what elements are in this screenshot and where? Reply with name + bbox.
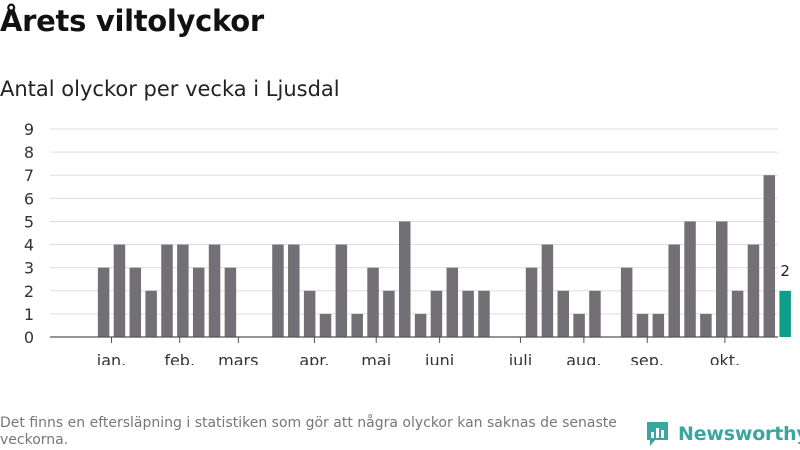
- bar: [399, 221, 411, 337]
- x-tick-label: apr.: [299, 351, 329, 365]
- bar: [731, 290, 744, 337]
- bar: [668, 244, 680, 337]
- bar-chart-logo-icon: [647, 422, 668, 446]
- bar: [557, 290, 569, 337]
- y-tick-label: 9: [24, 120, 34, 139]
- bar: [367, 267, 379, 337]
- bar: [192, 267, 205, 337]
- bar: [303, 290, 316, 337]
- bar: [288, 244, 300, 337]
- y-tick-label: 4: [24, 236, 34, 255]
- chart-title: Årets viltolyckor: [0, 4, 264, 38]
- y-tick-label: 8: [24, 143, 34, 162]
- x-tick-label: mars: [218, 351, 258, 365]
- y-tick-label: 3: [24, 259, 34, 278]
- x-axis: jan. feb. mars apr. maj juni juli aug. sep. okt.: [50, 336, 778, 365]
- bar: [747, 244, 760, 337]
- bar: [446, 267, 459, 337]
- bar: [208, 244, 221, 337]
- bar: [636, 313, 649, 337]
- footnote: Det finns en eftersläpning i statistiken…: [0, 415, 617, 448]
- x-tick-label: juni: [424, 351, 454, 365]
- bars: [97, 175, 791, 337]
- bar-highlight: [779, 290, 791, 337]
- bar: [335, 244, 348, 337]
- bar: [716, 221, 728, 337]
- data-label: 2: [780, 262, 790, 280]
- bar: [589, 290, 601, 337]
- x-tick-label: juli: [508, 351, 532, 365]
- y-axis: 0 1 2 3 4 5 6 7 8 9: [24, 120, 34, 347]
- bar: [462, 290, 474, 337]
- y-tick-label: 1: [24, 305, 34, 324]
- bar: [541, 244, 554, 337]
- bar: [383, 290, 395, 337]
- y-tick-label: 5: [24, 212, 34, 231]
- bar: [414, 313, 427, 337]
- x-tick-label: sep.: [631, 351, 664, 365]
- bar-chart: 0 1 2 3 4 5 6 7 8 9 jan. feb. mars apr. maj juni juli au…: [24, 120, 791, 365]
- bar: [700, 313, 712, 337]
- bar: [620, 267, 633, 337]
- x-tick-label: maj: [361, 351, 391, 365]
- y-tick-label: 2: [24, 282, 34, 301]
- y-tick-label: 6: [24, 189, 34, 208]
- x-tick-label: jan.: [96, 351, 126, 365]
- bar: [113, 244, 126, 337]
- bar: [319, 313, 332, 337]
- bar: [224, 267, 237, 337]
- data-labels: 2: [780, 262, 790, 280]
- bar: [652, 313, 665, 337]
- bar: [763, 175, 776, 337]
- bar: [97, 267, 110, 337]
- brand-logo[interactable]: Newsworthy: [645, 420, 800, 448]
- bar: [145, 290, 157, 337]
- bar: [573, 313, 585, 337]
- chart-subtitle: Antal olyckor per vecka i Ljusdal: [0, 77, 340, 101]
- x-tick-label: aug.: [566, 351, 601, 365]
- bar: [351, 313, 363, 337]
- x-tick-label: okt.: [710, 351, 740, 365]
- brand-name: Newsworthy: [678, 423, 800, 445]
- y-tick-label: 0: [24, 328, 34, 347]
- y-tick-label: 7: [24, 166, 34, 185]
- bar: [430, 290, 443, 337]
- bar: [272, 244, 284, 337]
- bar: [129, 267, 142, 337]
- bar: [161, 244, 173, 337]
- x-tick-label: feb.: [164, 351, 195, 365]
- bar: [525, 267, 538, 337]
- bar: [177, 244, 189, 337]
- bar: [684, 221, 696, 337]
- bar: [478, 290, 490, 337]
